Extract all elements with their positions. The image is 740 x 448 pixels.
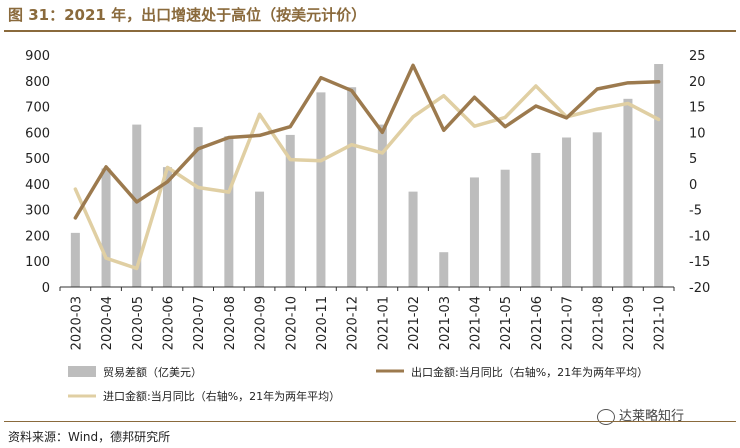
- left-tick-label: 100: [25, 255, 50, 270]
- x-tick-label-2021-02: 2021-02: [407, 296, 422, 350]
- x-tick-label-2020-10: 2020-10: [284, 296, 299, 350]
- left-tick-label: 700: [25, 101, 50, 116]
- x-tick-label-2020-11: 2020-11: [315, 296, 330, 350]
- bar-trade-balance-2021-08: [592, 132, 602, 287]
- bar-trade-balance-2020-06: [162, 167, 172, 287]
- bar-trade-balance-2021-06: [531, 152, 541, 287]
- x-tick-label-2021-04: 2021-04: [468, 296, 483, 350]
- x-tick-label-2020-04: 2020-04: [100, 296, 115, 350]
- left-tick-label: 600: [25, 126, 50, 141]
- bar-trade-balance-2021-01: [377, 124, 387, 287]
- watermark: 达莱略知行: [597, 405, 684, 425]
- x-tick-label-2020-06: 2020-06: [161, 296, 176, 350]
- left-tick-label: 400: [25, 178, 50, 193]
- x-tick-label-2021-06: 2021-06: [530, 296, 545, 350]
- x-tick-label-2020-03: 2020-03: [69, 296, 84, 350]
- chart-title: 图 31：2021 年，出口增速处于高位（按美元计价）: [8, 6, 367, 24]
- bar-trade-balance-2021-04: [469, 177, 479, 287]
- bar-trade-balance-2020-08: [224, 136, 234, 287]
- x-tick-label-2020-05: 2020-05: [131, 296, 146, 350]
- right-axis-ticks: -20 -15 -10 -5 0 5 10 15 20 25: [689, 49, 710, 296]
- left-tick-label: 800: [25, 75, 50, 90]
- x-tick-label-2021-08: 2021-08: [591, 296, 606, 350]
- legend: 贸易差额（亿美元） 出口金额:当月同比（右轴%，21年为两年平均） 进口金额:当…: [68, 365, 648, 403]
- bar-trade-balance-2021-02: [408, 191, 418, 287]
- x-axis-ticks: 2020-03 2020-04 2020-05 2020-06 2020-07 2020-…: [59, 287, 675, 350]
- bar-trade-balance-2020-07: [193, 127, 203, 287]
- title-rule: [4, 30, 736, 32]
- line-series: [73, 63, 661, 271]
- bar-trade-balance-2021-03: [439, 252, 449, 287]
- right-tick-label: -20: [689, 281, 710, 296]
- x-tick-label-2021-05: 2021-05: [499, 296, 514, 350]
- right-tick-label: -10: [689, 229, 710, 244]
- bar-trade-balance-2021-05: [500, 169, 510, 287]
- bar-trade-balance-2020-09: [255, 191, 265, 287]
- legend-label-export: 出口金额:当月同比（右轴%，21年为两年平均）: [411, 365, 648, 379]
- bar-series: [70, 64, 664, 288]
- footer-rule: [4, 421, 736, 422]
- left-tick-label: 300: [25, 204, 50, 219]
- right-tick-label: 5: [689, 152, 697, 167]
- right-tick-label: 20: [689, 75, 706, 90]
- right-tick-label: 15: [689, 101, 706, 116]
- right-tick-label: 10: [689, 126, 706, 141]
- bar-trade-balance-2020-10: [285, 134, 295, 287]
- legend-label-trade-balance: 贸易差额（亿美元）: [103, 365, 202, 379]
- x-tick-label-2021-03: 2021-03: [438, 296, 453, 350]
- source-note: 资料来源：Wind，德邦研究所: [8, 430, 171, 444]
- x-tick-label-2020-07: 2020-07: [192, 296, 207, 350]
- left-tick-label: 0: [42, 281, 50, 296]
- bar-trade-balance-2020-05: [132, 124, 142, 287]
- x-tick-label-2020-09: 2020-09: [254, 296, 269, 350]
- legend-label-import: 进口金额:当月同比（右轴%，21年为两年平均）: [103, 389, 340, 403]
- wechat-icon: [597, 408, 615, 425]
- line-export-yoy: [73, 63, 661, 220]
- right-tick-label: 0: [689, 178, 697, 193]
- bar-trade-balance-2021-07: [562, 137, 572, 287]
- bar-trade-balance-2020-12: [347, 87, 357, 287]
- x-tick-label-2020-08: 2020-08: [223, 296, 238, 350]
- left-tick-label: 500: [25, 152, 50, 167]
- watermark-text: 达莱略知行: [619, 409, 685, 424]
- x-tick-label-2020-12: 2020-12: [346, 296, 361, 350]
- bar-trade-balance-2021-09: [623, 98, 633, 287]
- line-import-yoy: [73, 84, 661, 271]
- bar-trade-balance-2021-10: [654, 64, 664, 288]
- bar-trade-balance-2020-04: [101, 168, 111, 287]
- x-tick-label-2021-09: 2021-09: [622, 296, 637, 350]
- x-tick-label-2021-10: 2021-10: [653, 296, 668, 350]
- bar-trade-balance-2020-11: [316, 92, 326, 287]
- left-tick-label: 900: [25, 49, 50, 64]
- left-axis-ticks: 0 100 200 300 400 500 600 700 800 900: [25, 49, 50, 296]
- right-tick-label: -15: [689, 255, 710, 270]
- x-tick-label-2021-07: 2021-07: [561, 296, 576, 350]
- bar-trade-balance-2020-03: [70, 232, 80, 287]
- x-tick-label-2021-01: 2021-01: [376, 296, 391, 350]
- left-tick-label: 200: [25, 229, 50, 244]
- legend-swatch-trade-balance: [68, 366, 96, 377]
- right-tick-label: -5: [689, 204, 702, 219]
- right-tick-label: 25: [689, 49, 706, 64]
